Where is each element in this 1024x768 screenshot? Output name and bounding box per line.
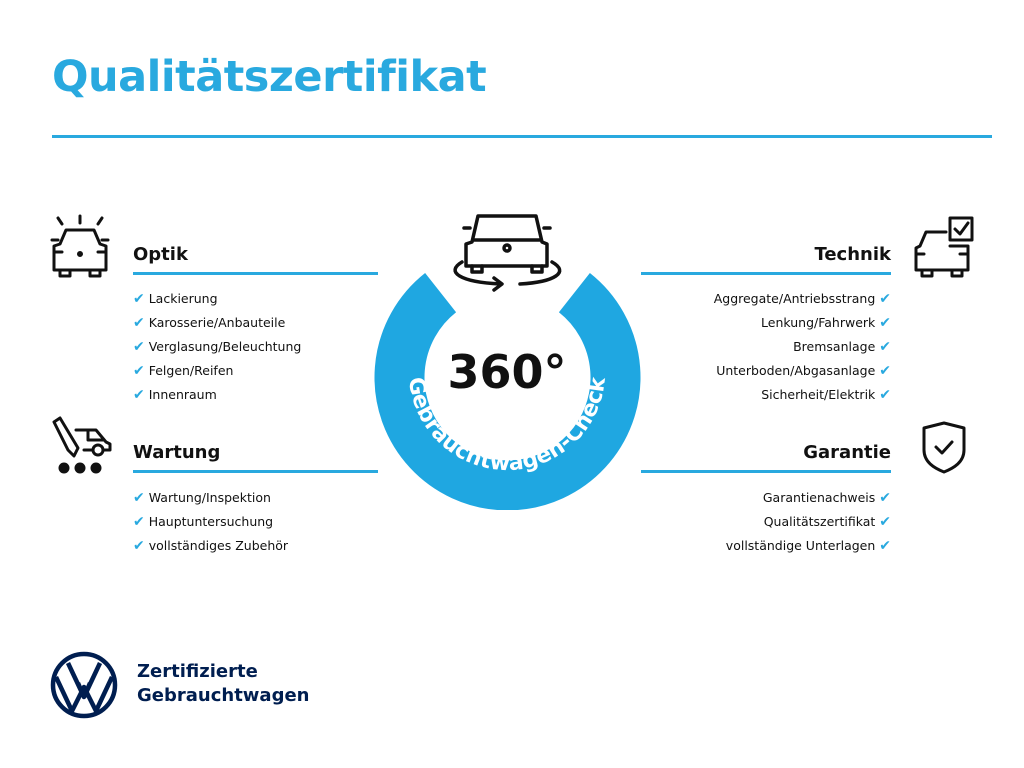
brand-text: Zertifizierte Gebrauchtwagen <box>137 660 309 708</box>
item-label: Garantienachweis <box>762 490 876 505</box>
item-label: vollständiges Zubehör <box>148 538 289 553</box>
check-icon: ✔ <box>133 363 145 379</box>
brand-line-2: Gebrauchtwagen <box>137 685 310 706</box>
check-icon: ✔ <box>133 387 145 403</box>
item-label: Lackierung <box>148 291 218 306</box>
check-icon: ✔ <box>879 538 891 554</box>
list-item: Lenkung/Fahrwerk ✔ <box>714 314 891 338</box>
list-item: ✔ vollständiges Zubehör <box>133 537 288 561</box>
wartung-list: ✔ Wartung/Inspektion ✔ Hauptuntersuchung… <box>133 489 288 561</box>
garantie-heading: Garantie <box>803 442 891 463</box>
check-icon: ✔ <box>133 315 145 331</box>
list-item: ✔ Innenraum <box>133 386 301 410</box>
list-item: ✔ Hauptuntersuchung <box>133 513 288 537</box>
brand-line-1: Zertifizierte <box>137 661 258 682</box>
check-icon: ✔ <box>879 363 891 379</box>
optik-heading: Optik <box>133 244 188 265</box>
item-label: Unterboden/Abgasanlage <box>716 363 876 378</box>
item-label: Karosserie/Anbauteile <box>148 315 286 330</box>
check-icon: ✔ <box>879 339 891 355</box>
garantie-list: Garantienachweis ✔ Qualitätszertifikat ✔… <box>726 489 891 561</box>
check-icon: ✔ <box>879 291 891 307</box>
check-360-badge: Gebrauchtwagen-Check 360° <box>374 214 641 510</box>
list-item: Garantienachweis ✔ <box>726 489 891 513</box>
list-item: Aggregate/Antriebsstrang ✔ <box>714 290 891 314</box>
list-item: Qualitätszertifikat ✔ <box>726 513 891 537</box>
item-label: Bremsanlage <box>793 339 876 354</box>
check-icon: ✔ <box>879 514 891 530</box>
garantie-divider <box>641 470 891 473</box>
list-item: Bremsanlage ✔ <box>714 338 891 362</box>
item-label: Hauptuntersuchung <box>148 514 274 529</box>
item-label: Wartung/Inspektion <box>148 490 271 505</box>
list-item: ✔ Karosserie/Anbauteile <box>133 314 301 338</box>
list-item: ✔ Lackierung <box>133 290 301 314</box>
check-icon: ✔ <box>879 387 891 403</box>
optik-divider <box>133 272 378 275</box>
list-item: ✔ Felgen/Reifen <box>133 362 301 386</box>
wartung-heading: Wartung <box>133 442 221 463</box>
wartung-divider <box>133 470 378 473</box>
list-item: ✔ Wartung/Inspektion <box>133 489 288 513</box>
car-checklist-icon <box>914 216 974 278</box>
item-label: Felgen/Reifen <box>148 363 234 378</box>
item-label: Lenkung/Fahrwerk <box>761 315 876 330</box>
check-icon: ✔ <box>879 490 891 506</box>
car-rotate-icon <box>453 214 562 292</box>
vw-logo <box>50 651 118 719</box>
technik-divider <box>641 272 891 275</box>
item-label: Aggregate/Antriebsstrang <box>713 291 876 306</box>
item-label: Sicherheit/Elektrik <box>761 387 876 402</box>
ring-arc <box>374 273 641 510</box>
shield-check-icon <box>922 421 966 474</box>
title-divider <box>52 135 992 138</box>
item-label: Innenraum <box>148 387 217 402</box>
car-lights-icon <box>50 214 110 278</box>
technik-heading: Technik <box>814 244 891 265</box>
item-label: vollständige Unterlagen <box>725 538 876 553</box>
optik-list: ✔ Lackierung ✔ Karosserie/Anbauteile ✔ V… <box>133 290 301 410</box>
page-title: Qualitätszertifikat <box>52 52 487 102</box>
item-label: Verglasung/Beleuchtung <box>148 339 302 354</box>
check-icon: ✔ <box>133 339 145 355</box>
degree-number: 360° <box>447 345 566 399</box>
list-item: Sicherheit/Elektrik ✔ <box>714 386 891 410</box>
list-item: vollständige Unterlagen ✔ <box>726 537 891 561</box>
check-icon: ✔ <box>879 315 891 331</box>
list-item: ✔ Verglasung/Beleuchtung <box>133 338 301 362</box>
list-item: Unterboden/Abgasanlage ✔ <box>714 362 891 386</box>
service-icon <box>52 416 112 474</box>
item-label: Qualitätszertifikat <box>763 514 876 529</box>
check-icon: ✔ <box>133 291 145 307</box>
check-icon: ✔ <box>133 514 145 530</box>
check-icon: ✔ <box>133 490 145 506</box>
technik-list: Aggregate/Antriebsstrang ✔ Lenkung/Fahrw… <box>714 290 891 410</box>
check-icon: ✔ <box>133 538 145 554</box>
